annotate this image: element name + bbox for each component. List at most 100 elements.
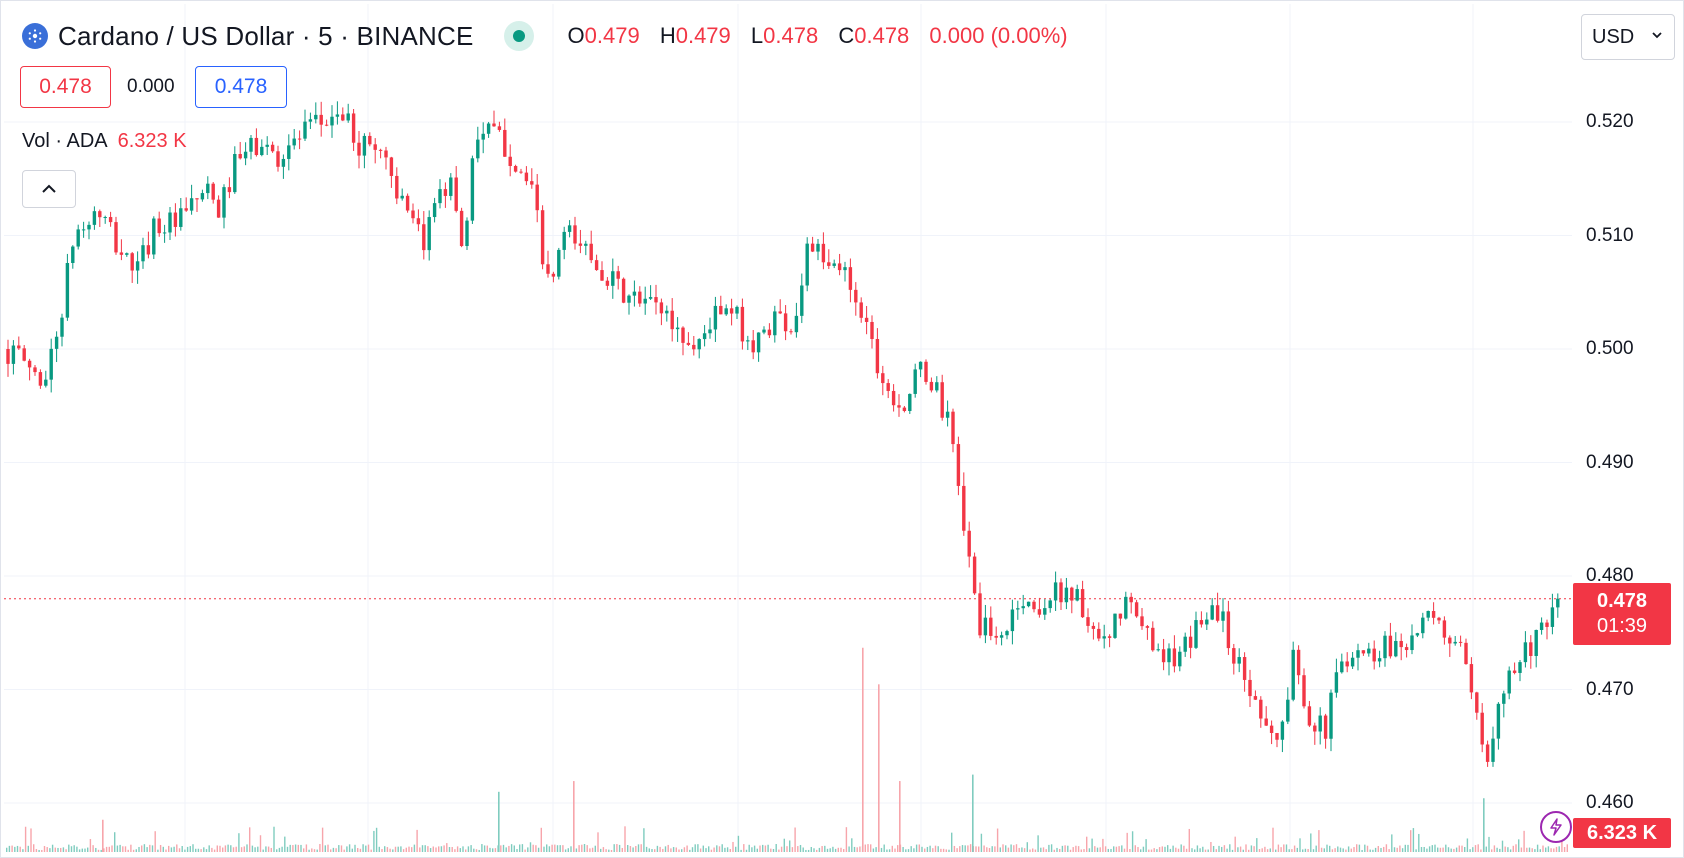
buy-price-button[interactable]: 0.478 [195, 66, 287, 108]
candle [929, 377, 934, 393]
collapse-legend-button[interactable] [22, 170, 76, 208]
volume-bar [475, 849, 478, 852]
volume-bar [30, 828, 32, 852]
volume-bar [1013, 845, 1015, 852]
volume-bar [832, 846, 834, 852]
price-axis-tick-label: 0.510 [1586, 224, 1634, 246]
volume-bar [481, 844, 483, 852]
volume-bar [1104, 846, 1107, 852]
sell-price-button[interactable]: 0.478 [20, 66, 111, 108]
symbol-title[interactable]: Cardano / US Dollar · 5 · BINANCE [58, 20, 474, 51]
volume-bar [1042, 847, 1045, 852]
candle [1464, 638, 1468, 665]
volume-bar [195, 848, 197, 852]
candle [956, 436, 961, 496]
volume-bar [864, 844, 866, 852]
volume-bar [972, 774, 974, 852]
candle [1286, 687, 1290, 725]
high-label: H [659, 23, 676, 48]
ohlc-legend: O0.479 H0.479 L0.478 C0.478 0.000 (0.00%… [568, 23, 1068, 49]
volume-bar [1350, 848, 1352, 852]
volume-bar [440, 846, 443, 852]
candle [999, 631, 1004, 646]
volume-bar [1347, 846, 1350, 852]
volume-bar [330, 849, 332, 852]
volume-bar [1377, 846, 1379, 852]
volume-bar [1010, 844, 1012, 852]
last-price-value: 0.478 [1596, 590, 1648, 612]
candle [1410, 624, 1414, 655]
volume-bar [594, 845, 596, 852]
volume-bar [840, 847, 842, 852]
volume-bar [1218, 845, 1220, 852]
volume-bar [940, 848, 942, 852]
candle [1523, 631, 1528, 668]
volume-bar [567, 848, 569, 852]
volume-bar [178, 848, 181, 852]
volume-bar [1439, 847, 1442, 852]
candle [648, 285, 653, 301]
volume-bar [1326, 844, 1328, 852]
candle [422, 211, 426, 260]
volume-bar [11, 845, 13, 852]
volume-bar [1064, 845, 1066, 852]
volume-bar [1277, 844, 1280, 852]
volume-bar [483, 845, 486, 852]
volume-bar [276, 849, 278, 852]
volume-bar [591, 847, 594, 852]
volume-bar [394, 846, 397, 852]
volume-bar [1396, 847, 1398, 852]
volume-bar [1153, 848, 1155, 852]
volume-bar [1410, 830, 1412, 852]
candle [800, 273, 804, 324]
volume-bar [1169, 848, 1172, 852]
volume-bar [305, 844, 308, 852]
candle [1097, 622, 1101, 642]
candle [535, 174, 539, 223]
candle [319, 101, 323, 137]
cardano-logo-icon[interactable] [22, 23, 48, 49]
candle [1183, 632, 1187, 657]
candle [438, 179, 442, 209]
candle [227, 177, 232, 199]
volume-bar [505, 847, 507, 852]
volume-bar [465, 849, 467, 852]
candle [130, 251, 134, 283]
candle [157, 211, 161, 237]
volume-legend[interactable]: Vol · ADA 6.323 K [22, 130, 187, 153]
candle [1221, 598, 1225, 633]
chevron-up-icon [42, 184, 56, 193]
lightning-bolt-icon[interactable] [1540, 811, 1572, 843]
volume-bar [629, 846, 632, 852]
volume-bar [8, 845, 11, 852]
candle [98, 209, 102, 227]
candle [1475, 691, 1479, 720]
volume-bar [392, 849, 394, 852]
market-open-dot-icon[interactable] [503, 21, 534, 51]
volume-bar [942, 848, 945, 852]
candle [546, 250, 550, 278]
volume-bar [780, 846, 783, 852]
volume-bar [84, 848, 86, 852]
volume-bar [1196, 845, 1199, 852]
volume-bar [821, 846, 823, 852]
volume-bar [732, 841, 734, 852]
volume-bar [1015, 844, 1018, 852]
volume-bar [429, 848, 432, 852]
volume-bar [1215, 849, 1217, 852]
volume-bar [691, 847, 694, 852]
candle [497, 121, 502, 132]
volume-bar [1280, 847, 1282, 852]
volume-bar [948, 849, 950, 852]
volume-bar [443, 845, 445, 852]
volume-bar [1075, 845, 1077, 852]
candle [427, 210, 431, 261]
candle [405, 193, 410, 213]
candle [1485, 740, 1490, 767]
volume-bar [975, 846, 977, 852]
candle [206, 176, 210, 200]
candle [513, 164, 518, 173]
spread-value: 0.000 [127, 76, 175, 97]
currency-select[interactable]: USD [1581, 14, 1675, 60]
